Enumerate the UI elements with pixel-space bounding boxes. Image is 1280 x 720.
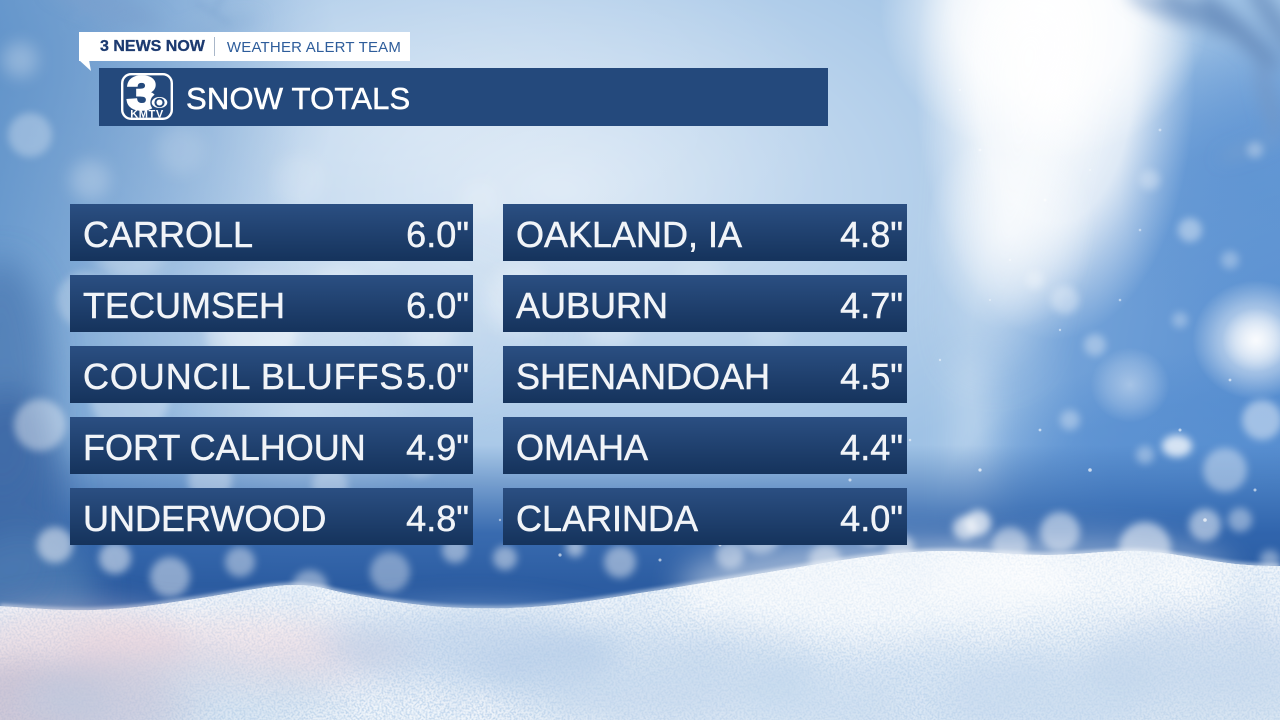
svg-text:KMTV: KMTV xyxy=(130,109,164,121)
